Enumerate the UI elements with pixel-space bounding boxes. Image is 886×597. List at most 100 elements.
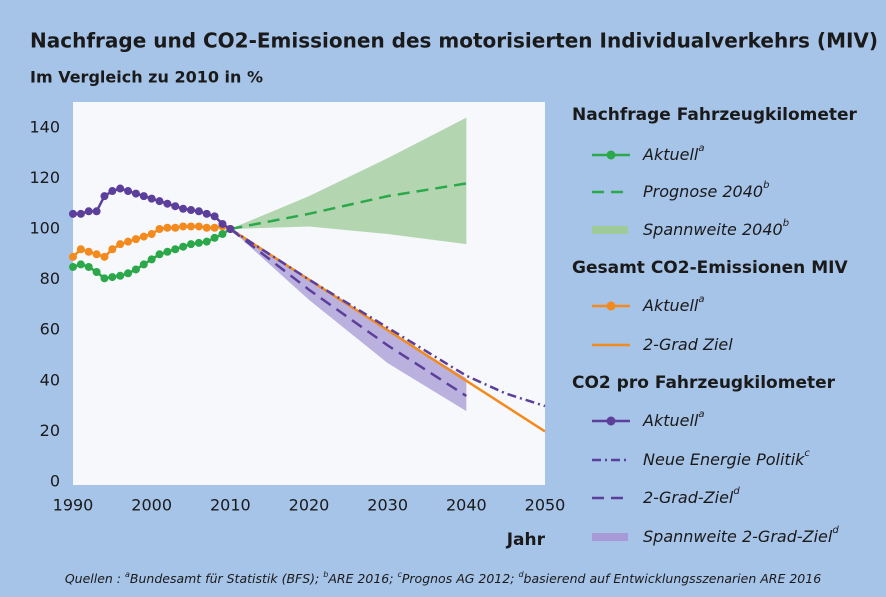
legend-marker xyxy=(606,301,616,311)
y-tick-label: 80 xyxy=(40,269,60,288)
legend-name: Aktuell xyxy=(642,411,699,430)
source-text: Bundesamt für Statistik (BFS); xyxy=(130,571,319,586)
marker xyxy=(218,230,227,239)
y-tick-label: 0 xyxy=(50,472,60,491)
legend-label: Neue Energie Politikc xyxy=(643,448,810,469)
marker xyxy=(210,212,219,221)
marker xyxy=(187,222,195,231)
marker xyxy=(171,202,180,211)
marker xyxy=(155,250,164,259)
marker xyxy=(131,265,140,274)
legend-heading: CO2 pro Fahrzeugkilometer xyxy=(572,373,836,393)
marker xyxy=(171,223,180,232)
x-tick-label: 2030 xyxy=(367,496,408,515)
source-text: Prognos AG 2012; xyxy=(402,571,515,586)
source-prefix: Quellen : xyxy=(65,571,125,586)
marker xyxy=(210,223,219,232)
marker xyxy=(108,273,117,282)
legend-note: a xyxy=(698,409,704,420)
legend-swatch xyxy=(592,226,628,234)
marker xyxy=(163,247,172,256)
marker xyxy=(116,271,125,280)
legend-note: d xyxy=(832,525,839,536)
legend-note: b xyxy=(763,180,769,191)
marker xyxy=(179,242,188,251)
legend-name: Neue Energie Politik xyxy=(643,450,805,469)
marker xyxy=(116,184,125,193)
marker xyxy=(187,240,195,249)
legend-label: Aktuella xyxy=(642,294,705,315)
y-tick-label: 120 xyxy=(29,168,60,187)
legend-name: 2-Grad-Ziel xyxy=(643,488,734,507)
marker xyxy=(131,189,140,198)
legend-label: Spannweite 2040b xyxy=(643,218,789,239)
legend-name: Spannweite 2040 xyxy=(643,220,783,239)
marker xyxy=(155,225,164,233)
legend-note: a xyxy=(698,294,704,305)
legend-label: Aktuella xyxy=(642,409,705,430)
source-note-mark: b xyxy=(323,570,328,579)
marker xyxy=(139,232,148,241)
legend-heading: Gesamt CO2-Emissionen MIV xyxy=(572,258,848,278)
marker xyxy=(76,260,85,269)
marker xyxy=(76,209,85,218)
legend-label: 2-Grad Ziel xyxy=(643,335,733,354)
marker xyxy=(218,219,227,228)
x-tick-label: 1990 xyxy=(53,496,94,515)
source-text: ARE 2016; xyxy=(327,571,393,586)
marker xyxy=(147,194,156,203)
marker xyxy=(116,240,125,249)
marker xyxy=(179,204,188,213)
source-note-mark: c xyxy=(397,570,402,579)
marker xyxy=(210,233,219,242)
marker xyxy=(163,223,172,232)
marker xyxy=(124,269,133,278)
marker xyxy=(100,192,109,201)
legend-name: Spannweite 2-Grad-Ziel xyxy=(643,527,833,546)
legend-marker xyxy=(606,150,616,160)
band xyxy=(230,117,467,245)
chart-subtitle: Im Vergleich zu 2010 in % xyxy=(30,68,263,87)
legend-name: Aktuell xyxy=(642,145,699,164)
x-tick-label: 2050 xyxy=(525,496,566,515)
source-note-mark: a xyxy=(125,570,130,579)
marker xyxy=(163,199,172,208)
legend-label: Spannweite 2-Grad-Zield xyxy=(643,525,839,546)
marker xyxy=(194,222,203,231)
x-tick-label: 2010 xyxy=(210,496,251,515)
y-tick-label: 140 xyxy=(29,117,60,136)
marker xyxy=(155,197,164,206)
legend-name: Aktuell xyxy=(642,296,699,315)
marker xyxy=(194,207,203,216)
y-tick-label: 20 xyxy=(40,421,60,440)
marker xyxy=(92,250,101,259)
source-text: basierend auf Entwicklungsszenarien ARE … xyxy=(524,571,822,586)
marker xyxy=(84,207,93,216)
x-tick-label: 2000 xyxy=(131,496,172,515)
marker xyxy=(69,252,77,261)
legend-name: 2-Grad Ziel xyxy=(643,335,733,354)
legend-note: a xyxy=(698,143,704,154)
legend-label: 2-Grad-Zield xyxy=(643,486,740,507)
legend-name: Prognose 2040 xyxy=(643,182,763,201)
marker xyxy=(194,238,203,247)
source-note-mark: d xyxy=(518,570,524,579)
line xyxy=(230,182,467,231)
legend-label: Prognose 2040b xyxy=(643,180,769,201)
marker xyxy=(76,245,85,254)
band xyxy=(230,229,467,412)
line xyxy=(229,228,468,398)
marker xyxy=(202,223,211,232)
legend-label: Aktuella xyxy=(642,143,705,164)
marker xyxy=(131,235,140,244)
marker xyxy=(69,209,77,218)
marker xyxy=(124,187,133,196)
marker xyxy=(202,237,211,246)
x-axis-label: Jahr xyxy=(506,530,546,550)
legend-note: c xyxy=(804,448,810,459)
marker xyxy=(147,230,156,239)
marker xyxy=(92,207,101,216)
marker xyxy=(147,255,156,264)
legend-swatch xyxy=(592,533,628,541)
